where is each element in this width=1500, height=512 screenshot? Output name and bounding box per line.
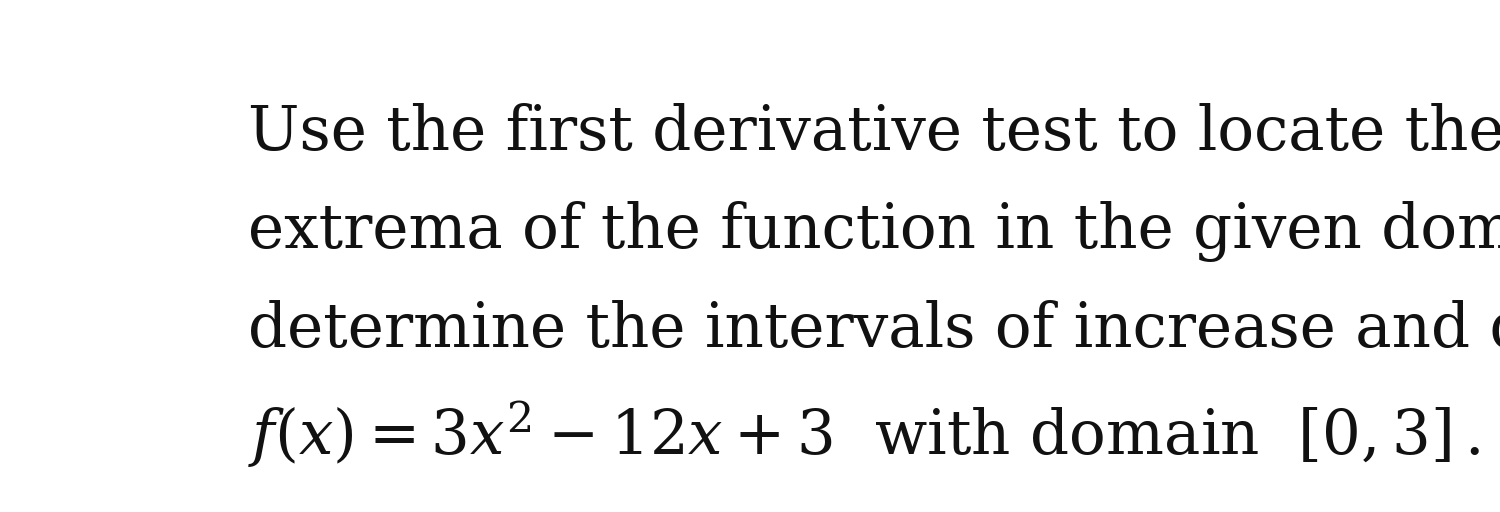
Text: $f(x) = 3x^2 - 12x + 3$  with domain  $[0, 3]\,.$: $f(x) = 3x^2 - 12x + 3$ with domain $[0,… <box>248 398 1480 470</box>
Text: extrema of the function in the given domain, and: extrema of the function in the given dom… <box>248 201 1500 262</box>
Text: Use the first derivative test to locate the relative: Use the first derivative test to locate … <box>248 103 1500 163</box>
Text: determine the intervals of increase and decrease.: determine the intervals of increase and … <box>248 300 1500 360</box>
